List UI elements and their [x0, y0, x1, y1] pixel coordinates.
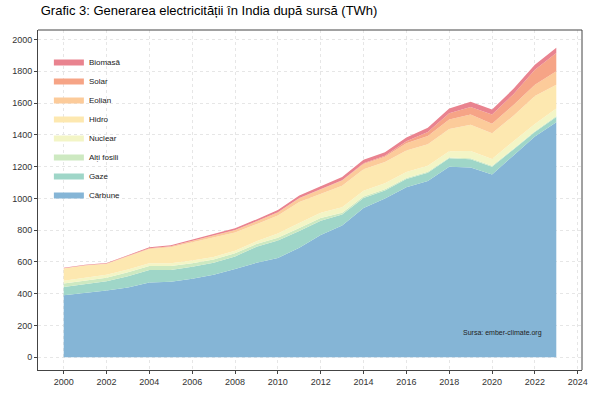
svg-text:800: 800: [17, 225, 32, 235]
svg-text:2006: 2006: [182, 377, 202, 387]
svg-text:2022: 2022: [525, 377, 545, 387]
svg-text:Biomasă: Biomasă: [89, 58, 121, 67]
svg-text:200: 200: [17, 321, 32, 331]
svg-text:Gaze: Gaze: [89, 172, 109, 181]
svg-text:Eolian: Eolian: [89, 96, 111, 105]
svg-text:2016: 2016: [396, 377, 416, 387]
svg-text:1400: 1400: [12, 130, 32, 140]
svg-text:Hidro: Hidro: [89, 115, 109, 124]
svg-text:2000: 2000: [54, 377, 74, 387]
svg-text:2014: 2014: [354, 377, 374, 387]
svg-text:Nuclear: Nuclear: [89, 134, 117, 143]
svg-text:Grafic 3: Generarea electricit: Grafic 3: Generarea electricității în In…: [41, 3, 378, 18]
svg-text:2000: 2000: [12, 35, 32, 45]
svg-text:1000: 1000: [12, 194, 32, 204]
svg-text:2024: 2024: [568, 377, 588, 387]
svg-text:Solar: Solar: [89, 77, 108, 86]
svg-text:2004: 2004: [139, 377, 159, 387]
svg-text:1800: 1800: [12, 66, 32, 76]
svg-text:600: 600: [17, 257, 32, 267]
svg-text:2010: 2010: [268, 377, 288, 387]
svg-text:1200: 1200: [12, 162, 32, 172]
svg-text:2008: 2008: [225, 377, 245, 387]
svg-text:Cărbune: Cărbune: [89, 191, 120, 200]
svg-text:0: 0: [27, 352, 32, 362]
svg-text:2018: 2018: [439, 377, 459, 387]
svg-text:Sursa: ember-climate.org: Sursa: ember-climate.org: [463, 329, 542, 337]
svg-text:Alți fosili: Alți fosili: [89, 153, 119, 162]
svg-text:2020: 2020: [482, 377, 502, 387]
svg-text:2002: 2002: [97, 377, 117, 387]
svg-text:2012: 2012: [311, 377, 331, 387]
svg-text:400: 400: [17, 289, 32, 299]
svg-text:1600: 1600: [12, 98, 32, 108]
